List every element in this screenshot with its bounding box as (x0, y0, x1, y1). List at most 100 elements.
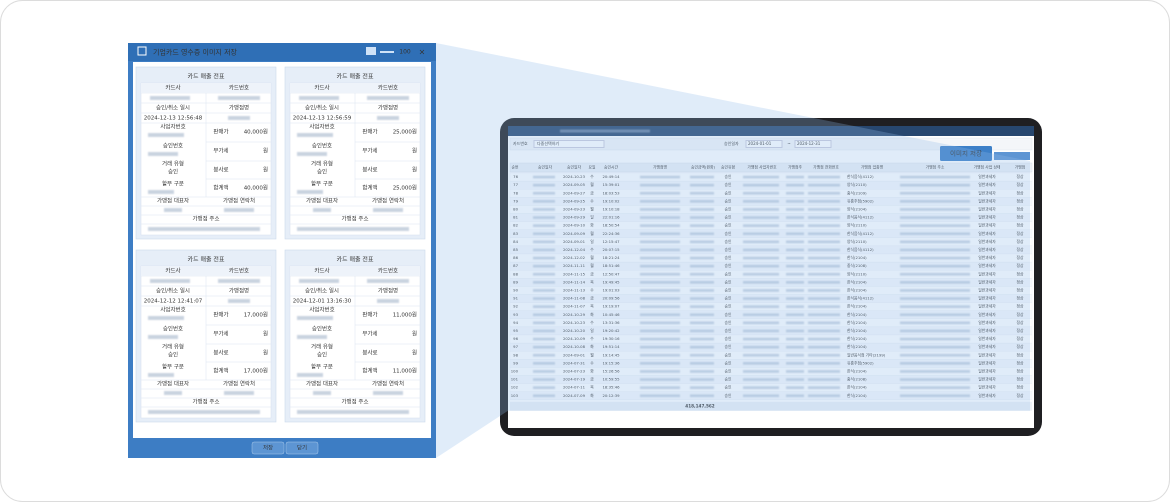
row-time: 19:20:42 (602, 328, 620, 333)
label: 판매가 (362, 311, 377, 319)
label: 할부 구분 (311, 363, 333, 371)
blurred-text (690, 313, 714, 317)
close-icon[interactable]: × (419, 48, 426, 57)
blurred-text (786, 191, 804, 195)
blurred-text (228, 116, 250, 120)
row-day: 화 (590, 223, 594, 228)
row-date: 2024-11-07 (563, 304, 586, 309)
row-tax-type: 일반과세자 (978, 231, 996, 236)
row-date: 2024-09-05 (563, 182, 586, 187)
blurred-text (808, 281, 840, 284)
blurred-text (640, 175, 680, 179)
blurred-text (786, 208, 804, 211)
row-status: 승인 (725, 312, 732, 317)
receipt-label-cell (290, 266, 420, 276)
label: 가맹점 대표자 (306, 380, 338, 388)
row-state: 정상 (1017, 231, 1024, 236)
row-day: 목 (590, 279, 594, 284)
blurred-text (297, 373, 323, 377)
row-status: 승인 (725, 190, 732, 195)
row-tax-type: 일반과세자 (978, 336, 996, 341)
label: 카드사 (165, 267, 180, 275)
label: 합계액 (362, 367, 377, 375)
date-to: 2024-12-31 (797, 141, 821, 146)
blurred-text (743, 224, 779, 227)
column-header: 가맹점 사업자번호 (747, 165, 777, 170)
label: 카드번호 (229, 267, 249, 275)
blurred-text (743, 216, 779, 219)
blurred-text (743, 329, 779, 333)
blurred-text (690, 337, 714, 341)
row-seq: 86 (513, 255, 518, 260)
row-industry: 한식(2104) (847, 393, 867, 398)
label: 원 (412, 147, 417, 155)
row-industry: 한식(2104) (847, 336, 867, 341)
blurred-text (900, 345, 970, 349)
save-image-button[interactable] (940, 146, 992, 161)
row-time: 18:51:46 (602, 263, 620, 268)
blurred-text (900, 183, 970, 187)
blurred-text (900, 208, 970, 211)
blurred-text (900, 256, 970, 260)
row-day: 수 (590, 198, 594, 203)
row-status: 승인 (725, 328, 732, 333)
row-state: 정상 (1017, 377, 1024, 382)
blurred-text (690, 345, 714, 349)
row-tax-type: 일반과세자 (978, 223, 996, 228)
blurred-text (743, 370, 779, 373)
row-seq: 90 (513, 287, 518, 292)
row-day: 수 (590, 174, 594, 179)
receipt-type: 승인 (168, 169, 178, 176)
dialog-button[interactable] (251, 441, 285, 455)
blurred-text (218, 279, 260, 283)
row-industry: 양식(2110) (847, 239, 867, 244)
blurred-text (808, 337, 840, 341)
label: 봉사료 (213, 166, 228, 174)
row-status: 승인 (725, 198, 732, 203)
blurred-text (148, 335, 178, 339)
row-industry: 유흥주점(5902) (847, 198, 874, 203)
row-day: 수 (590, 320, 594, 325)
dialog-button[interactable] (285, 441, 319, 455)
label: 카드사 (314, 267, 329, 275)
blurred-text (900, 191, 970, 195)
label: 카드사 (165, 84, 180, 92)
blurred-text (690, 305, 714, 308)
row-status: 승인 (725, 377, 732, 382)
column-header: 승인시간 (604, 165, 618, 170)
row-state: 정상 (1017, 328, 1024, 333)
dialog-title-bar (128, 43, 436, 61)
date-from: 2024-01-01 (748, 141, 772, 146)
blurred-text (808, 362, 840, 365)
label: 합계액 (213, 184, 228, 192)
blurred-text (808, 370, 840, 373)
blurred-text (640, 362, 680, 365)
blurred-text (743, 248, 779, 252)
row-industry: 한식음식(4112) (847, 247, 874, 252)
blurred-text (640, 248, 680, 252)
blurred-text (690, 183, 714, 187)
row-time: 18:03:53 (602, 190, 620, 195)
row-date: 2024-11-15 (563, 271, 586, 276)
blurred-text (533, 264, 555, 268)
blurred-text (690, 297, 714, 300)
label: 가맹점 주소 (341, 398, 368, 406)
row-seq: 92 (513, 304, 518, 309)
blurred-text (900, 175, 970, 179)
blurred-text (640, 353, 680, 357)
label: 가맹점명 (378, 287, 398, 295)
row-industry: 유흥주점(5902) (847, 360, 874, 365)
blurred-text (640, 264, 680, 268)
blurred-text (743, 337, 779, 341)
label: 카드사 (314, 84, 329, 92)
blurred-text (533, 378, 555, 381)
blurred-text (808, 378, 840, 381)
blurred-text (808, 183, 840, 187)
blurred-text (690, 281, 714, 284)
blurred-text (900, 353, 970, 357)
blurred-text (640, 297, 680, 300)
row-state: 정상 (1017, 296, 1024, 301)
row-day: 금 (590, 190, 594, 195)
blurred-text (900, 297, 970, 300)
blurred-text (533, 362, 555, 365)
